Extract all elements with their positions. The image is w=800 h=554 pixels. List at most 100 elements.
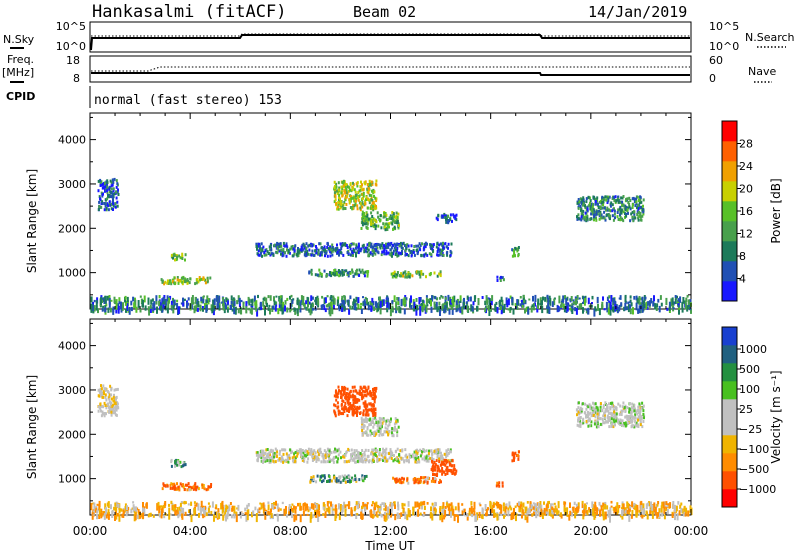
echo-cell [663,506,666,514]
echo-cell [204,281,207,285]
echo-cell [594,407,596,411]
echo-cell [391,254,393,258]
echo-cell [620,302,623,307]
echo-cell [648,300,651,306]
echo-cell [587,415,590,419]
echo-cell [594,308,597,312]
echo-cell [97,409,100,413]
echo-cell [419,297,422,302]
echo-cell [439,270,442,274]
echo-cell [294,506,297,510]
echo-cell [343,390,346,393]
echo-cell [98,205,101,209]
echo-cell [114,202,117,206]
echo-cell [500,504,503,508]
echo-cell [681,307,684,313]
echo-cell [667,503,670,506]
echo-cell [566,514,569,517]
echo-cell [110,181,113,185]
echo-cell [379,246,382,250]
echo-cell [343,272,345,276]
echo-cell [380,421,383,425]
echo-cell [106,197,109,201]
echo-cell [164,484,167,488]
echo-cell [409,251,412,254]
echo-cell [621,501,624,505]
echo-cell [334,249,337,253]
echo-cell [362,194,365,198]
echo-cell [438,305,441,311]
echo-cell [372,205,374,209]
echo-cell [180,302,183,305]
echo-cell [440,242,442,246]
echo-cell [360,188,363,192]
echo-cell [261,248,264,252]
echo-cell [339,504,342,512]
echo-cell [116,387,119,391]
echo-cell [367,449,370,452]
echo-cell [392,476,395,480]
echo-cell [372,404,375,408]
echo-cell [602,414,605,418]
echo-cell [141,302,144,308]
echo-cell [524,308,526,314]
echo-cell [391,300,394,304]
echo-cell [355,504,358,507]
echo-cell [532,295,534,302]
echo-cell [304,254,307,258]
echo-cell [102,182,104,186]
echo-cell [577,213,580,217]
echo-cell [162,483,165,487]
echo-cell [110,207,113,211]
echo-cell [392,434,395,438]
echo-cell [166,307,169,314]
echo-cell [413,450,416,454]
echo-cell [117,503,120,509]
echo-cell [299,248,302,252]
echo-cell [392,249,395,253]
echo-cell [375,511,378,517]
echo-cell [611,405,614,409]
echo-cell [457,514,459,523]
echo-cell [431,460,434,464]
echo-cell [376,243,379,246]
echo-cell [308,301,311,304]
echo-cell [329,271,331,274]
echo-cell [258,454,261,458]
echo-cell [394,514,397,521]
echo-cell [315,247,318,251]
echo-cell [330,479,333,483]
echo-cell [112,204,115,208]
echo-cell [686,294,689,298]
echo-cell [158,295,161,299]
echo-cell [444,473,447,476]
echo-cell [606,505,609,510]
echo-cell [267,252,270,255]
echo-cell [262,449,265,453]
echo-cell [595,210,598,214]
echo-cell [358,189,361,193]
echo-cell [304,453,306,457]
echo-cell [609,507,612,515]
echo-cell [105,507,107,515]
echo-cell [340,203,343,206]
echo-cell [418,242,421,246]
echo-cell [596,296,599,304]
echo-cell [176,507,179,512]
echo-cell [245,306,248,314]
echo-cell [292,459,295,463]
echo-cell [197,280,200,284]
echo-cell [587,412,590,416]
echo-cell [433,271,436,275]
echo-cell [435,301,438,310]
echo-cell [600,213,603,217]
echo-cell [326,303,329,308]
echo-cell [98,200,101,204]
echo-cell [342,180,345,184]
echo-cell [359,305,362,309]
echo-cell [385,459,388,463]
echo-cell [375,432,378,436]
echo-cell [408,248,411,252]
